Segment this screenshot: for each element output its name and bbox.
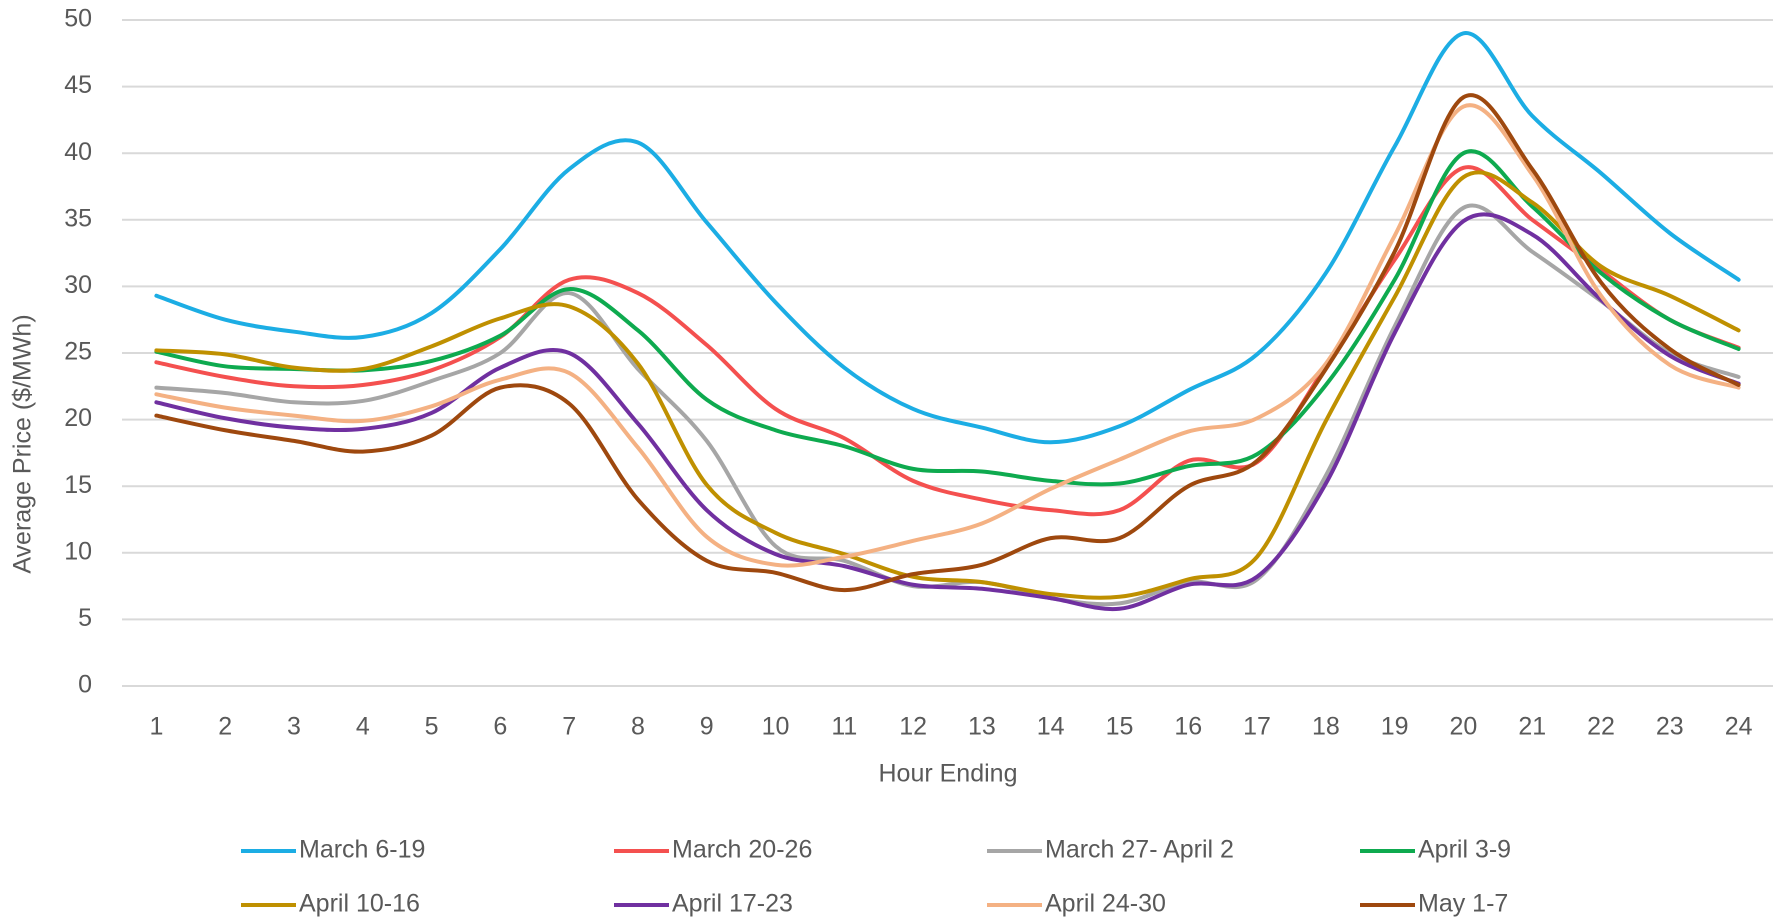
x-tick-label: 14: [1037, 713, 1065, 741]
x-tick-label: 18: [1312, 713, 1340, 741]
x-tick-label: 19: [1381, 713, 1409, 741]
legend-label: March 20-26: [672, 836, 812, 864]
x-tick-label: 20: [1450, 713, 1478, 741]
legend-label: April 17-23: [672, 890, 793, 918]
x-tick-label: 3: [287, 713, 301, 741]
series-line: [154, 31, 1741, 445]
x-tick-label: 24: [1725, 713, 1753, 741]
x-tick-label: 7: [562, 713, 576, 741]
x-tick-label: 13: [968, 713, 996, 741]
x-tick-label: 16: [1174, 713, 1202, 741]
x-tick-label: 2: [218, 713, 232, 741]
x-tick-label: 15: [1106, 713, 1134, 741]
series-line: [154, 165, 1741, 517]
legend-label: March 6-19: [299, 836, 425, 864]
series-line: [154, 170, 1741, 600]
x-tick-label: 22: [1587, 713, 1615, 741]
x-tick-label: 1: [149, 713, 163, 741]
x-tick-label: 5: [425, 713, 439, 741]
y-tick-label: 25: [64, 338, 92, 366]
series-line: [154, 203, 1741, 607]
legend-label: March 27- April 2: [1045, 836, 1234, 864]
x-tick-label: 23: [1656, 713, 1684, 741]
y-tick-label: 30: [64, 271, 92, 299]
legend-label: May 1-7: [1418, 890, 1508, 918]
x-tick-label: 4: [356, 713, 370, 741]
x-tick-label: 9: [700, 713, 714, 741]
y-tick-label: 40: [64, 138, 92, 166]
x-tick-label: 10: [762, 713, 790, 741]
y-tick-label: 20: [64, 404, 92, 432]
series-line: [154, 103, 1741, 568]
y-tick-label: 45: [64, 71, 92, 99]
x-tick-label: 12: [899, 713, 927, 741]
x-tick-label: 11: [831, 713, 857, 741]
series-line: [154, 212, 1741, 612]
legend-label: April 3-9: [1418, 836, 1511, 864]
series-line: [154, 93, 1741, 593]
legend-label: April 10-16: [299, 890, 420, 918]
y-tick-label: 0: [78, 671, 92, 699]
y-tick-label: 35: [64, 204, 92, 232]
x-tick-label: 8: [631, 713, 645, 741]
y-tick-label: 10: [64, 537, 92, 565]
x-axis-title: Hour Ending: [879, 760, 1018, 788]
x-tick-label: 21: [1518, 713, 1546, 741]
y-axis-title: Average Price ($/MWh): [9, 314, 37, 573]
y-tick-label: 15: [64, 471, 92, 499]
x-tick-label: 6: [493, 713, 507, 741]
y-tick-label: 50: [64, 5, 92, 33]
y-tick-label: 5: [78, 604, 92, 632]
x-tick-label: 17: [1243, 713, 1271, 741]
series-line: [154, 149, 1741, 487]
legend-label: April 24-30: [1045, 890, 1166, 918]
